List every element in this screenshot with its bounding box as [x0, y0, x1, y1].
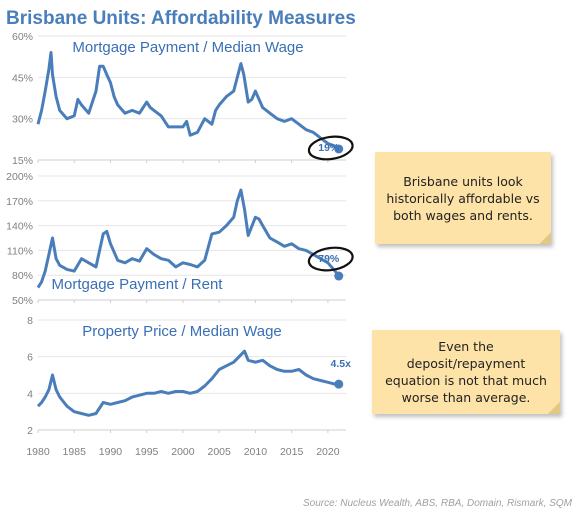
end-label: 79% — [318, 253, 340, 265]
y-tick-label: 45% — [12, 72, 33, 84]
end-label: 19% — [318, 142, 340, 154]
y-tick-label: 170% — [6, 196, 33, 208]
note-text: Even the deposit/repayment equation is n… — [385, 339, 547, 405]
highlight-ellipse — [307, 135, 354, 161]
series-line — [36, 349, 339, 417]
x-tick-label: 1985 — [63, 446, 87, 458]
y-tick-label: 15% — [12, 155, 33, 167]
chart-title: Brisbane Units: Affordability Measures — [6, 8, 356, 29]
end-label: 4.5x — [331, 358, 352, 370]
x-tick-label: 1990 — [99, 446, 123, 458]
y-tick-label: 30% — [12, 114, 33, 126]
x-tick-label: 2010 — [244, 446, 268, 458]
x-tick-label: 2000 — [171, 446, 195, 458]
y-tick-label: 4 — [27, 388, 33, 400]
y-tick-label: 2 — [27, 425, 33, 437]
y-tick-label: 80% — [12, 270, 33, 282]
panel-title: Property Price / Median Wage — [82, 323, 282, 340]
series-line — [36, 51, 340, 151]
source-note: Source: Nucleus Wealth, ABS, RBA, Domain… — [303, 498, 573, 509]
y-tick-label: 8 — [27, 315, 33, 327]
panel-3: 8 6 4 2 1980 1985 1990 1995 2000 2005 2010 2015 2020… — [26, 315, 351, 458]
series-line — [36, 188, 340, 289]
panel-title: Mortgage Payment / Rent — [52, 276, 224, 293]
y-tick-label: 50% — [12, 295, 33, 307]
note-deposit: Even the deposit/repayment equation is n… — [372, 330, 560, 414]
y-tick-label: 60% — [12, 31, 33, 43]
x-tick-label: 1995 — [135, 446, 159, 458]
end-point — [334, 271, 344, 281]
panel-title: Mortgage Payment / Median Wage — [72, 39, 303, 56]
x-tick-label: 2015 — [280, 446, 304, 458]
panel-2: 200% 170% 140% 110% 80% 50% 79% Mortgage Paymen… — [6, 171, 354, 307]
x-tick-label: 2020 — [316, 446, 340, 458]
end-point — [334, 379, 344, 389]
highlight-ellipse — [307, 246, 354, 272]
end-point — [334, 144, 344, 154]
y-tick-label: 140% — [6, 221, 33, 233]
panel-1: 60% 45% 30% 15% 19% Mortgage Payment / Median… — [12, 31, 354, 167]
note-text: Brisbane units look historically afforda… — [386, 173, 540, 223]
note-wages-rents: Brisbane units look historically afforda… — [375, 152, 551, 244]
y-tick-label: 6 — [27, 352, 33, 364]
y-tick-label: 200% — [6, 171, 33, 183]
x-tick-label: 1980 — [26, 446, 50, 458]
y-tick-label: 110% — [7, 245, 33, 257]
x-tick-label: 2005 — [207, 446, 231, 458]
